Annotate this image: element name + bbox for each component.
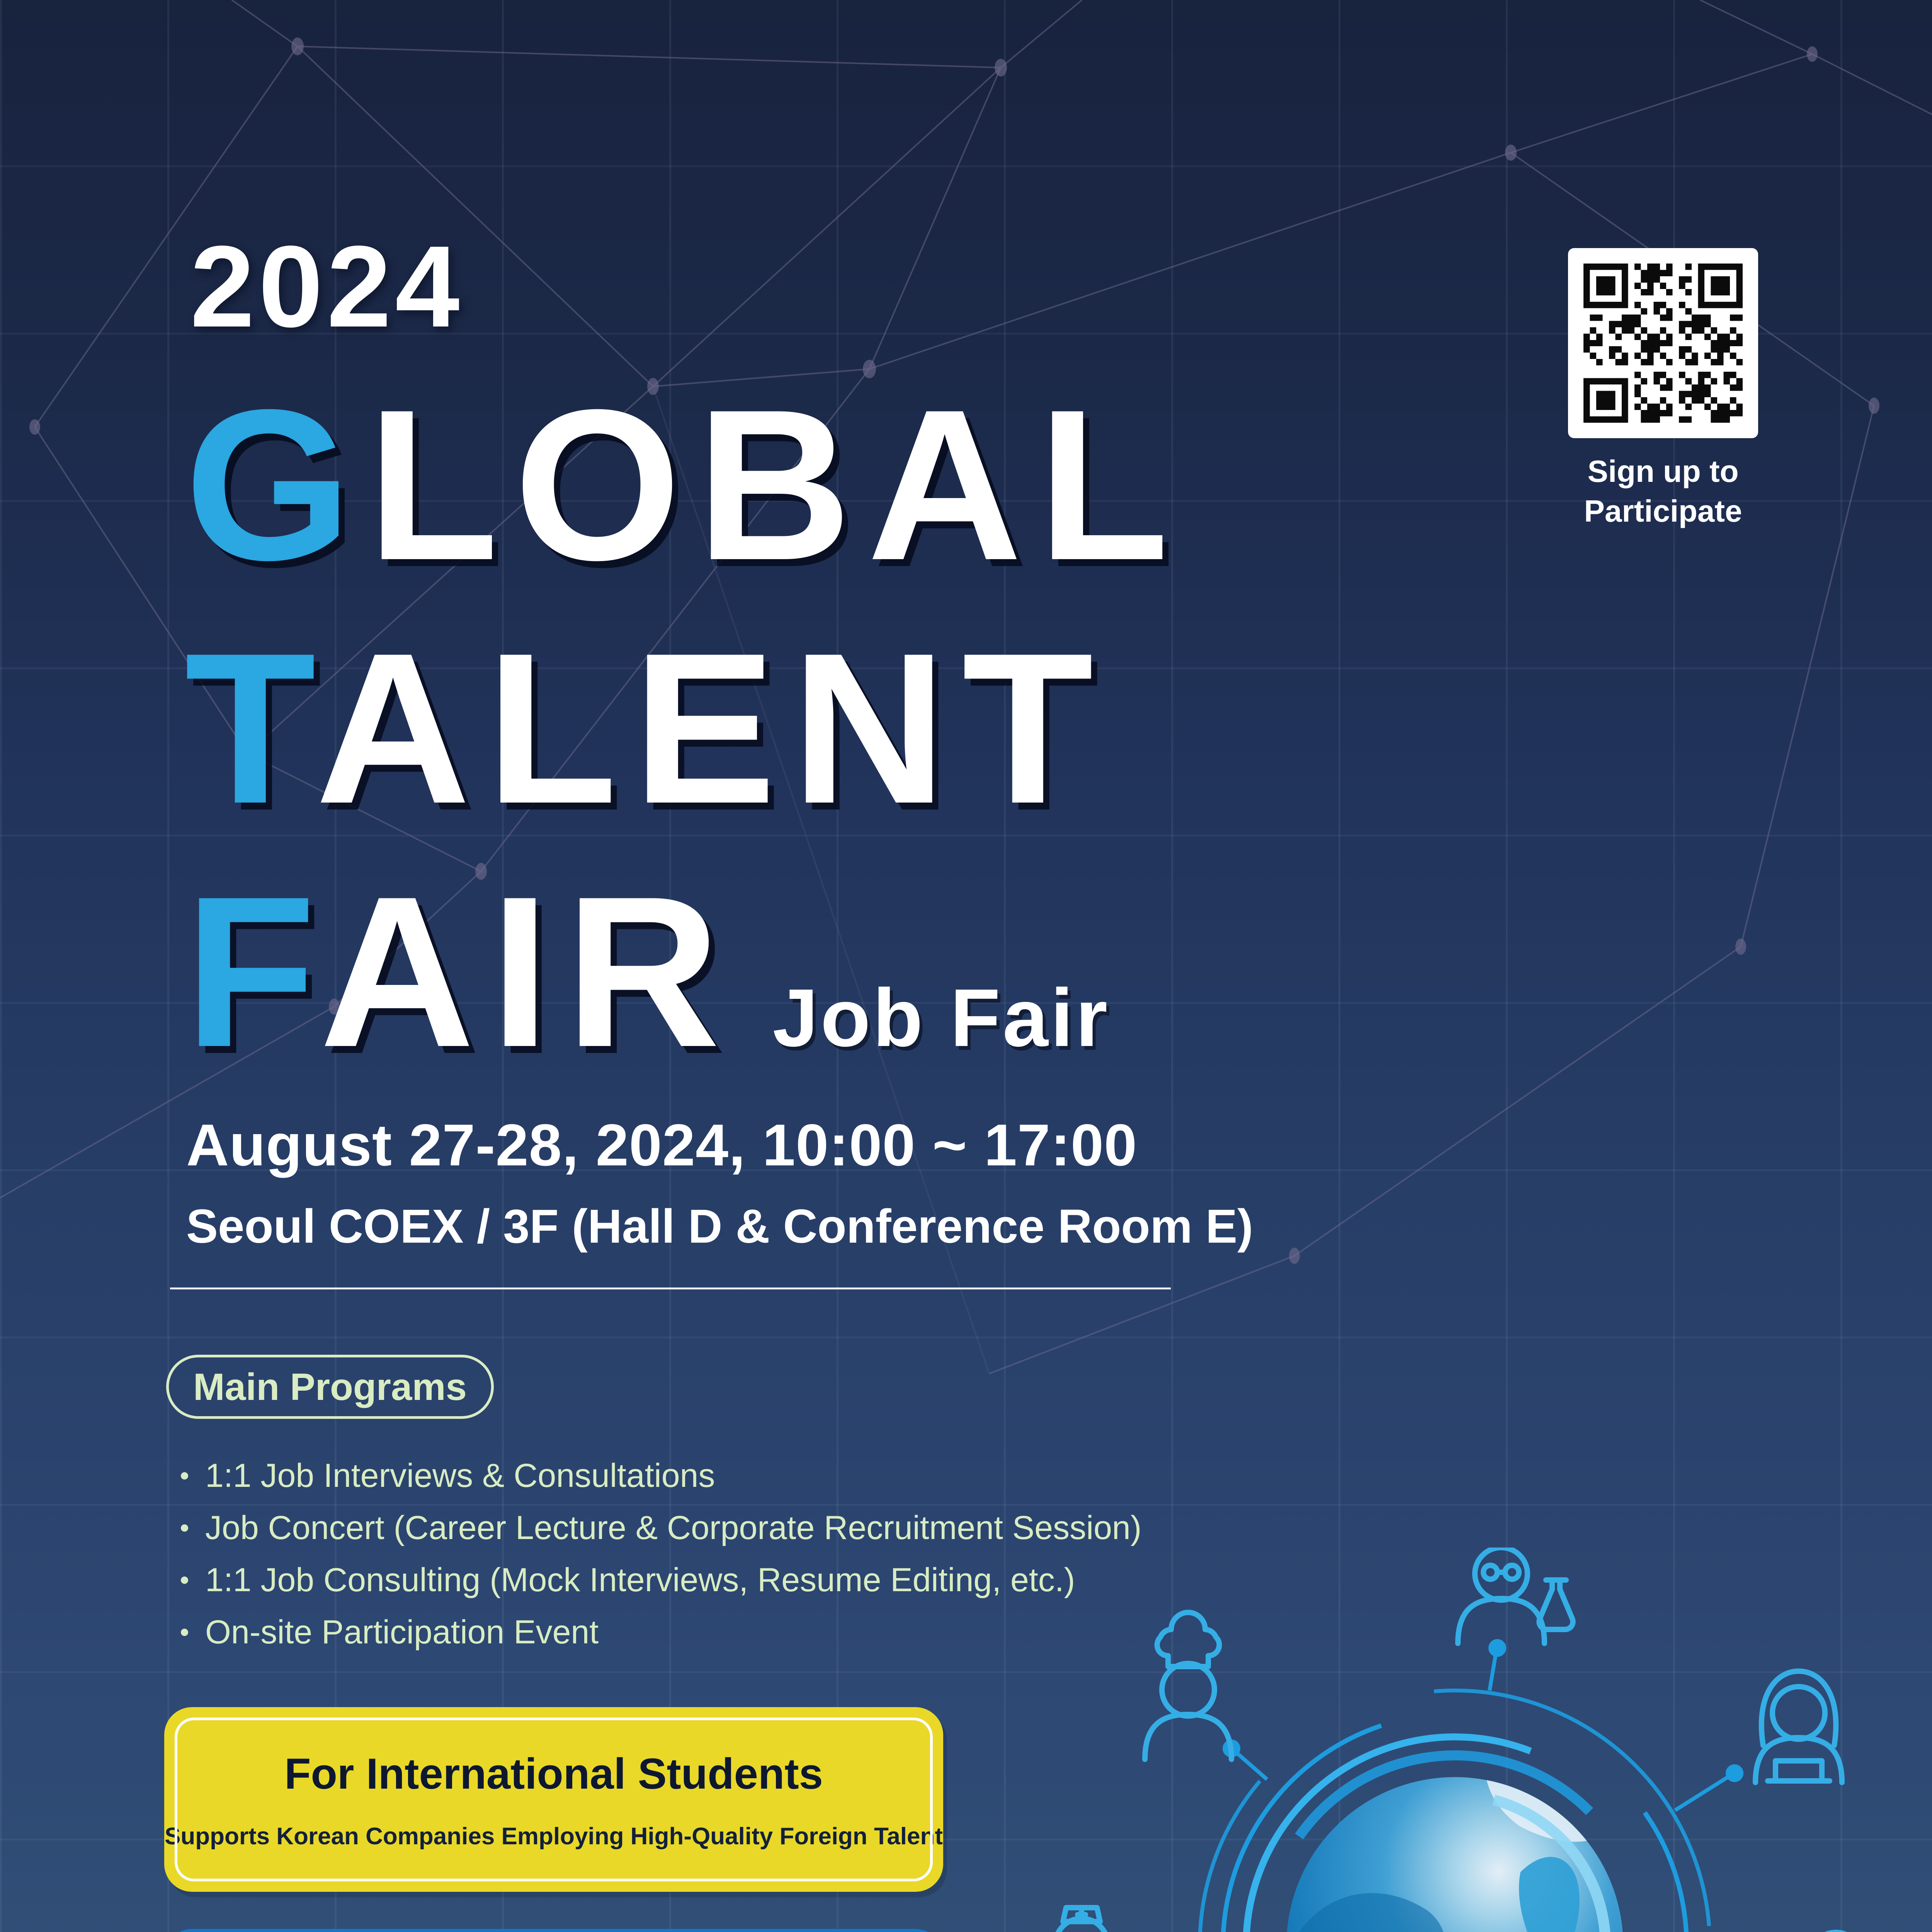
globe-rings <box>1198 1689 1712 1932</box>
chef-icon <box>1145 1610 1231 1759</box>
poster-year: 2024 <box>190 221 464 351</box>
bullet-dot <box>181 1524 188 1532</box>
developer-icon <box>1755 1668 1842 1782</box>
title-line-global: GLOBAL <box>185 365 1185 605</box>
globe-spokes <box>1223 1639 1743 1812</box>
scientist-icon <box>1458 1548 1576 1643</box>
programs-list: 1:1 Job Interviews & Consultations Job C… <box>181 1450 1141 1658</box>
event-date: August 27-28, 2024, 10:00 ~ 17:00 <box>186 1112 1138 1178</box>
divider-line <box>170 1287 1171 1289</box>
qr-code-icon <box>1583 264 1743 423</box>
program-item: Job Concert (Career Lecture & Corporate … <box>181 1502 1141 1554</box>
card-international-students: For International Students Supports Kore… <box>164 1707 943 1892</box>
poster-title: GLOBAL TALENT FAIR Job Fair <box>185 363 1184 1139</box>
program-item: 1:1 Job Interviews & Consultations <box>181 1450 1141 1502</box>
event-venue: Seoul COEX / 3F (Hall D & Conference Roo… <box>186 1200 1253 1253</box>
bullet-dot <box>181 1629 188 1636</box>
card-title: For International Students <box>284 1750 823 1798</box>
title-line-talent: TALENT <box>185 608 1109 848</box>
title-line-fair: FAIR Job Fair <box>185 852 1110 1092</box>
program-item: 1:1 Job Consulting (Mock Interviews, Res… <box>181 1554 1141 1606</box>
card-foreign-invested-companies: For Foreign-Invested Companies Supports … <box>164 1929 943 1932</box>
bullet-dot <box>181 1577 188 1584</box>
globe-sphere <box>1286 1777 1623 1932</box>
qr-finder-tr <box>1698 264 1743 308</box>
qr-finder-bl <box>1583 378 1628 423</box>
title-suffix: Job Fair <box>772 972 1110 1063</box>
program-item: On-site Participation Event <box>181 1606 1141 1658</box>
nurse-icon <box>1038 1905 1125 1932</box>
qr-finder-tl <box>1583 264 1628 308</box>
programs-badge: Main Programs <box>166 1355 494 1419</box>
qr-panel <box>1568 248 1758 438</box>
qr-caption: Sign up to Participate <box>1584 454 1742 528</box>
card-subtitle: Supports Korean Companies Employing High… <box>164 1823 943 1850</box>
bullet-dot <box>181 1472 188 1480</box>
